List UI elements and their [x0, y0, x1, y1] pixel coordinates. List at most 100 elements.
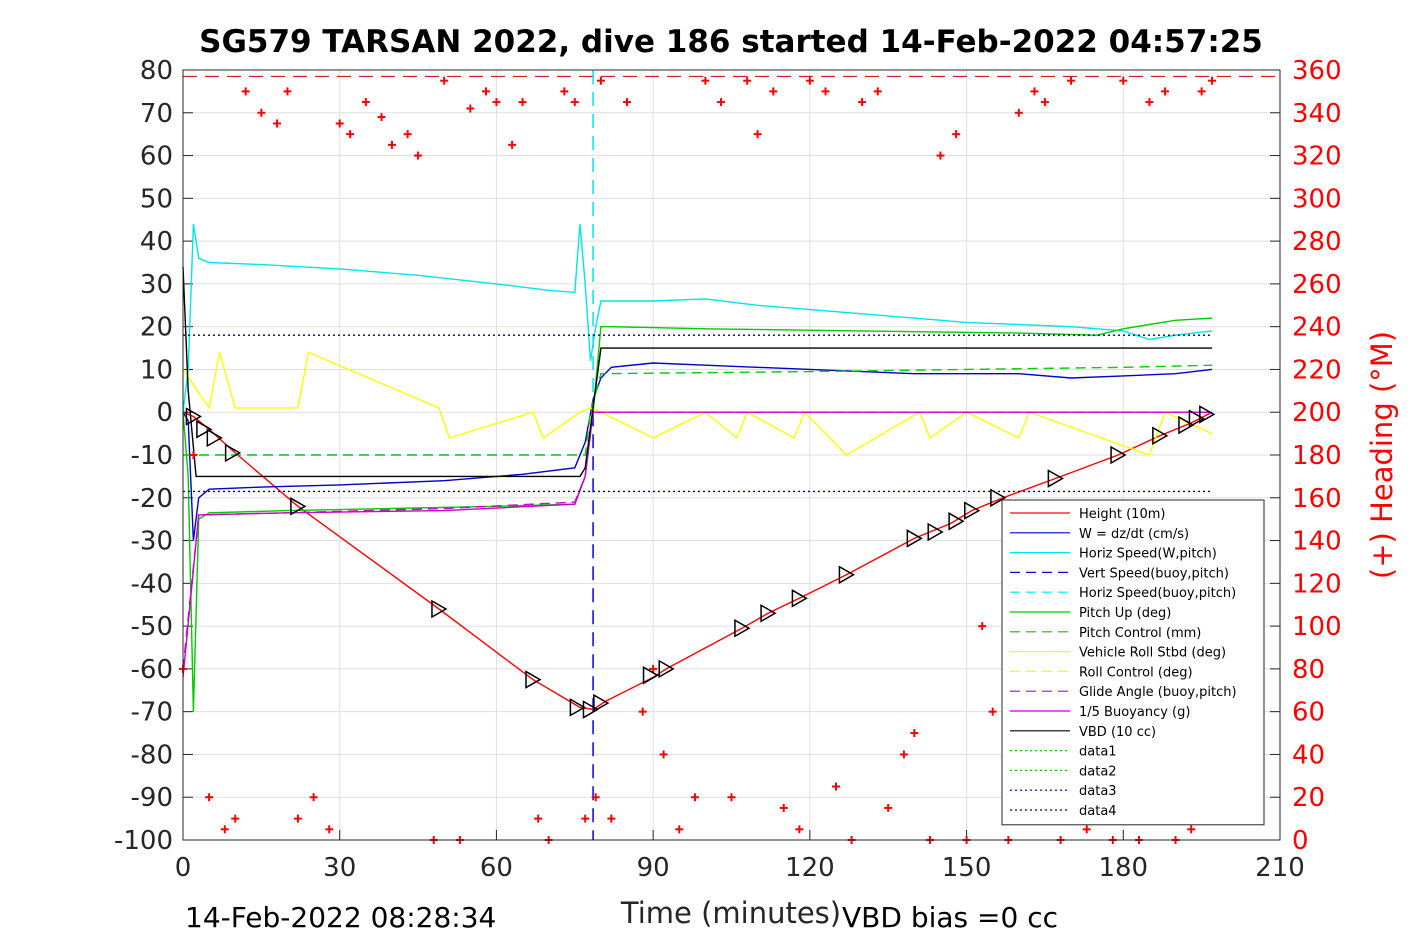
- heading-point: [858, 98, 867, 107]
- heading-point: [1082, 825, 1091, 834]
- heading-point: [769, 87, 778, 96]
- heading-point: [283, 87, 292, 96]
- right-tick-label: 320: [1292, 142, 1342, 172]
- vbd-bias-label: VBD bias =0 cc: [842, 901, 1058, 934]
- x-tick-label: 210: [1255, 853, 1305, 883]
- y-tick-label: 50: [140, 184, 173, 214]
- x-tick-label: 90: [637, 853, 670, 883]
- heading-point: [638, 707, 647, 716]
- heading-point: [1119, 76, 1128, 85]
- series-line-1: [182, 362, 1213, 541]
- legend-label: data1: [1079, 745, 1117, 760]
- right-tick-label: 140: [1292, 527, 1342, 557]
- y-tick-label: 40: [140, 227, 173, 257]
- heading-point: [1030, 87, 1039, 96]
- heading-point: [690, 793, 699, 802]
- x-tick-label: 60: [480, 853, 513, 883]
- legend-label: Pitch Up (deg): [1079, 606, 1171, 621]
- right-tick-label: 80: [1292, 655, 1325, 685]
- legend-label: VBD (10 cc): [1079, 725, 1156, 740]
- right-tick-label: 260: [1292, 270, 1342, 300]
- heading-point: [717, 98, 726, 107]
- depth-marker: [206, 428, 223, 448]
- depth-marker: [906, 529, 923, 548]
- depth-marker: [927, 522, 944, 542]
- depth-marker: [760, 603, 777, 623]
- y-tick-label: 80: [140, 56, 173, 86]
- heading-point: [873, 87, 882, 96]
- heading-point: [899, 750, 908, 759]
- heading-point: [831, 782, 840, 791]
- heading-point: [988, 707, 997, 716]
- series-line-0: [182, 411, 1213, 711]
- heading-point: [189, 451, 198, 459]
- legend-label: Horiz Speed(W,pitch): [1079, 547, 1217, 562]
- right-tick-label: 40: [1292, 740, 1325, 770]
- y-tick-label: 0: [156, 398, 173, 428]
- heading-point: [560, 87, 569, 96]
- depth-marker: [658, 659, 675, 679]
- depth-marker: [964, 501, 981, 520]
- right-tick-label: 60: [1292, 698, 1325, 728]
- depth-marker: [196, 420, 213, 439]
- heading-point: [659, 750, 668, 759]
- depth-marker: [1199, 405, 1216, 424]
- depth-marker: [948, 512, 965, 531]
- heading-point: [952, 130, 961, 139]
- legend-label: Horiz Speed(buoy,pitch): [1079, 586, 1236, 601]
- x-tick-label: 180: [1098, 853, 1148, 883]
- y-tick-label: -30: [131, 527, 173, 557]
- y-tick-label: 60: [140, 142, 173, 172]
- depth-marker: [569, 698, 586, 717]
- legend-label: data2: [1079, 764, 1117, 779]
- depth-marker: [593, 693, 610, 713]
- right-tick-label: 160: [1292, 484, 1342, 514]
- heading-point: [440, 76, 449, 85]
- heading-point: [257, 108, 266, 117]
- right-tick-label: 360: [1292, 56, 1342, 86]
- heading-point: [205, 793, 214, 802]
- right-tick-label: 100: [1292, 612, 1342, 642]
- x-tick-label: 0: [175, 853, 192, 883]
- heading-point: [701, 76, 710, 85]
- depth-marker: [224, 443, 242, 463]
- heading-point: [581, 814, 590, 823]
- heading-point: [220, 825, 229, 834]
- legend-label: data3: [1079, 784, 1117, 799]
- depth-marker: [1110, 445, 1127, 465]
- legend-label: Roll Control (deg): [1079, 665, 1193, 680]
- footer-timestamp: 14-Feb-2022 08:28:34: [185, 901, 496, 934]
- heading-point: [779, 803, 788, 812]
- depth-marker: [1152, 426, 1169, 446]
- heading-point: [492, 98, 501, 107]
- heading-point: [466, 104, 475, 113]
- right-tick-label: 20: [1292, 783, 1325, 813]
- y-tick-label: -50: [131, 612, 173, 642]
- series-line-7: [182, 351, 1213, 456]
- heading-point: [241, 87, 250, 96]
- plot-area: [179, 70, 1280, 844]
- depth-marker: [185, 407, 202, 426]
- y-tick-label: -40: [131, 569, 173, 599]
- legend-label: 1/5 Buoyancy (g): [1079, 705, 1190, 720]
- series-line-6: [183, 364, 1213, 456]
- depth-marker: [290, 497, 307, 516]
- heading-point: [1067, 76, 1076, 85]
- series-line-2: [182, 223, 1213, 413]
- heading-point: [821, 87, 830, 96]
- heading-point: [1145, 98, 1154, 107]
- y-tick-label: 10: [140, 355, 173, 385]
- heading-point: [805, 76, 814, 85]
- right-tick-label: 300: [1292, 184, 1342, 214]
- depth-marker: [642, 666, 660, 685]
- depth-marker: [1178, 415, 1195, 435]
- heading-point: [231, 814, 240, 823]
- right-tick-label: 340: [1292, 99, 1342, 129]
- heading-point: [607, 814, 616, 823]
- heading-point: [795, 825, 804, 834]
- heading-point: [727, 793, 736, 802]
- heading-point: [508, 140, 517, 149]
- depth-marker: [1188, 409, 1205, 428]
- heading-point: [623, 98, 632, 107]
